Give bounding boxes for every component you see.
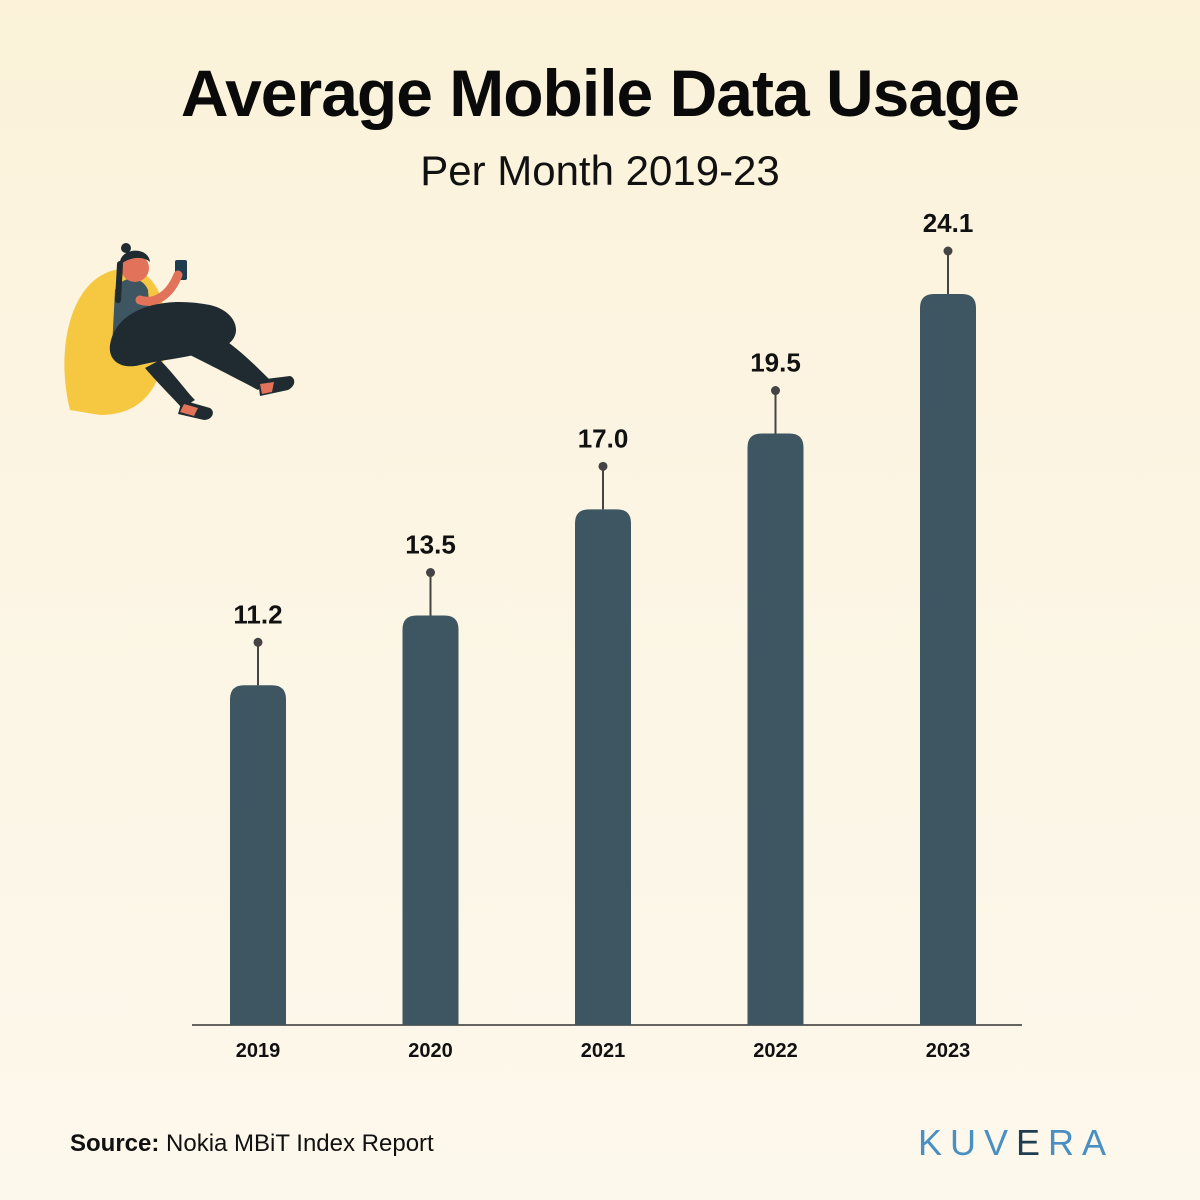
value-label-2019: 11.2: [233, 599, 282, 629]
chart-subtitle: Per Month 2019-23: [420, 147, 780, 194]
pin-dot-2021: [598, 461, 608, 471]
woman-sitting-with-phone-icon: [64, 243, 295, 420]
x-tick-label-2021: 2021: [581, 1040, 626, 1062]
chart-title: Average Mobile Data Usage: [180, 56, 1020, 130]
pin-dot-2020: [426, 568, 435, 578]
source-note: Source: Nokia MBiT Index Report: [70, 1130, 434, 1158]
kuvera-logo: KUVERA: [918, 1122, 1114, 1164]
value-label-2020: 13.5: [405, 530, 456, 560]
bar-2023: [920, 294, 976, 1025]
brand-part-1: KUV: [918, 1122, 1017, 1163]
bar-2019: [230, 685, 286, 1025]
brand-part-2: E: [1016, 1122, 1049, 1163]
value-label-2021: 17.0: [578, 423, 629, 453]
source-label: Source:: [70, 1130, 160, 1157]
source-text: Nokia MBiT Index Report: [159, 1130, 434, 1157]
bar-2020: [402, 615, 459, 1025]
value-label-2022: 19.5: [750, 348, 801, 378]
x-tick-label-2023: 2023: [926, 1040, 971, 1062]
x-tick-label-2019: 2019: [236, 1040, 281, 1062]
value-label-2023: 24.1: [923, 208, 974, 238]
bar-2022: [747, 433, 804, 1025]
x-tick-label-2022: 2022: [753, 1040, 798, 1062]
pin-dot-2022: [771, 386, 780, 396]
brand-part-3: RA: [1048, 1122, 1115, 1163]
pin-dot-2023: [943, 246, 953, 256]
x-tick-label-2020: 2020: [408, 1040, 453, 1062]
pin-dot-2019: [253, 637, 263, 647]
bar-2021: [575, 509, 631, 1026]
bar-chart: 11.2 2019 13.5 2020 17.0 2021 19.5 2022 24.1 2023: [192, 208, 1022, 1062]
